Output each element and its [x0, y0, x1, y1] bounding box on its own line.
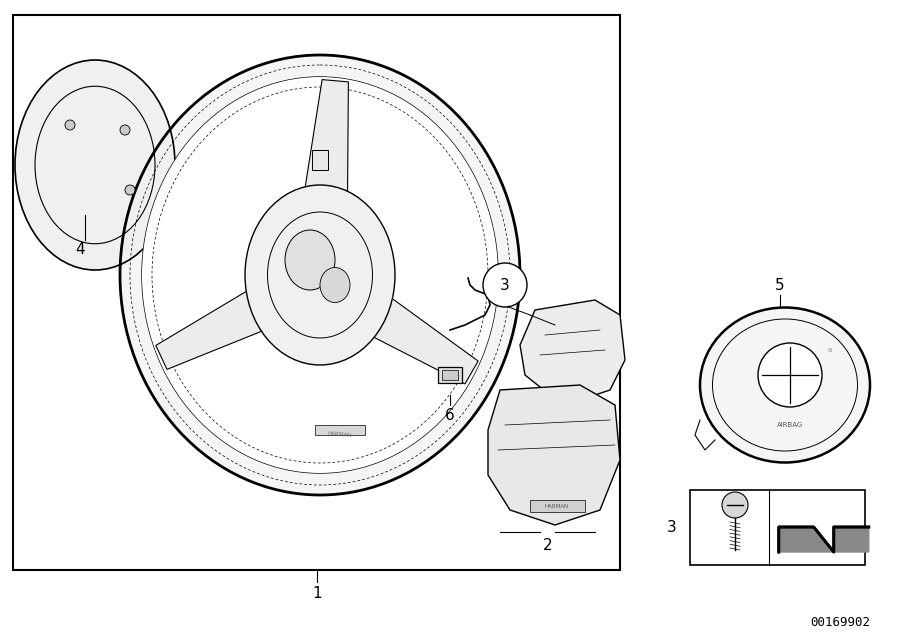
Polygon shape — [778, 527, 868, 552]
Bar — [690, 490, 865, 565]
Bar — [442, 370, 458, 380]
Bar — [530, 500, 585, 512]
Ellipse shape — [142, 77, 498, 473]
Text: HARMAN: HARMAN — [328, 431, 352, 439]
Text: AIRBAG: AIRBAG — [777, 422, 803, 428]
Bar — [312, 150, 328, 170]
Circle shape — [65, 120, 75, 130]
Text: 6: 6 — [446, 408, 454, 422]
Text: a: a — [828, 347, 832, 353]
Text: 5: 5 — [775, 277, 785, 293]
Polygon shape — [488, 385, 620, 525]
Ellipse shape — [700, 307, 870, 462]
Text: 00169902: 00169902 — [810, 616, 870, 628]
Text: 2: 2 — [544, 537, 553, 553]
Ellipse shape — [285, 230, 335, 290]
Text: 1: 1 — [312, 586, 322, 600]
Bar — [13, 15, 620, 570]
Ellipse shape — [320, 268, 350, 303]
Bar — [438, 367, 462, 383]
Circle shape — [125, 185, 135, 195]
Polygon shape — [364, 294, 478, 384]
Circle shape — [722, 492, 748, 518]
Ellipse shape — [245, 185, 395, 365]
Polygon shape — [156, 287, 272, 370]
Bar — [315, 425, 365, 435]
Circle shape — [120, 125, 130, 135]
Text: 3: 3 — [500, 277, 510, 293]
Circle shape — [483, 263, 527, 307]
Polygon shape — [303, 80, 348, 201]
Text: 3: 3 — [667, 520, 677, 535]
Text: 4: 4 — [76, 242, 85, 258]
Text: HARMAN: HARMAN — [544, 504, 569, 509]
Circle shape — [758, 343, 822, 407]
Polygon shape — [520, 300, 625, 400]
Ellipse shape — [120, 55, 520, 495]
Ellipse shape — [15, 60, 175, 270]
